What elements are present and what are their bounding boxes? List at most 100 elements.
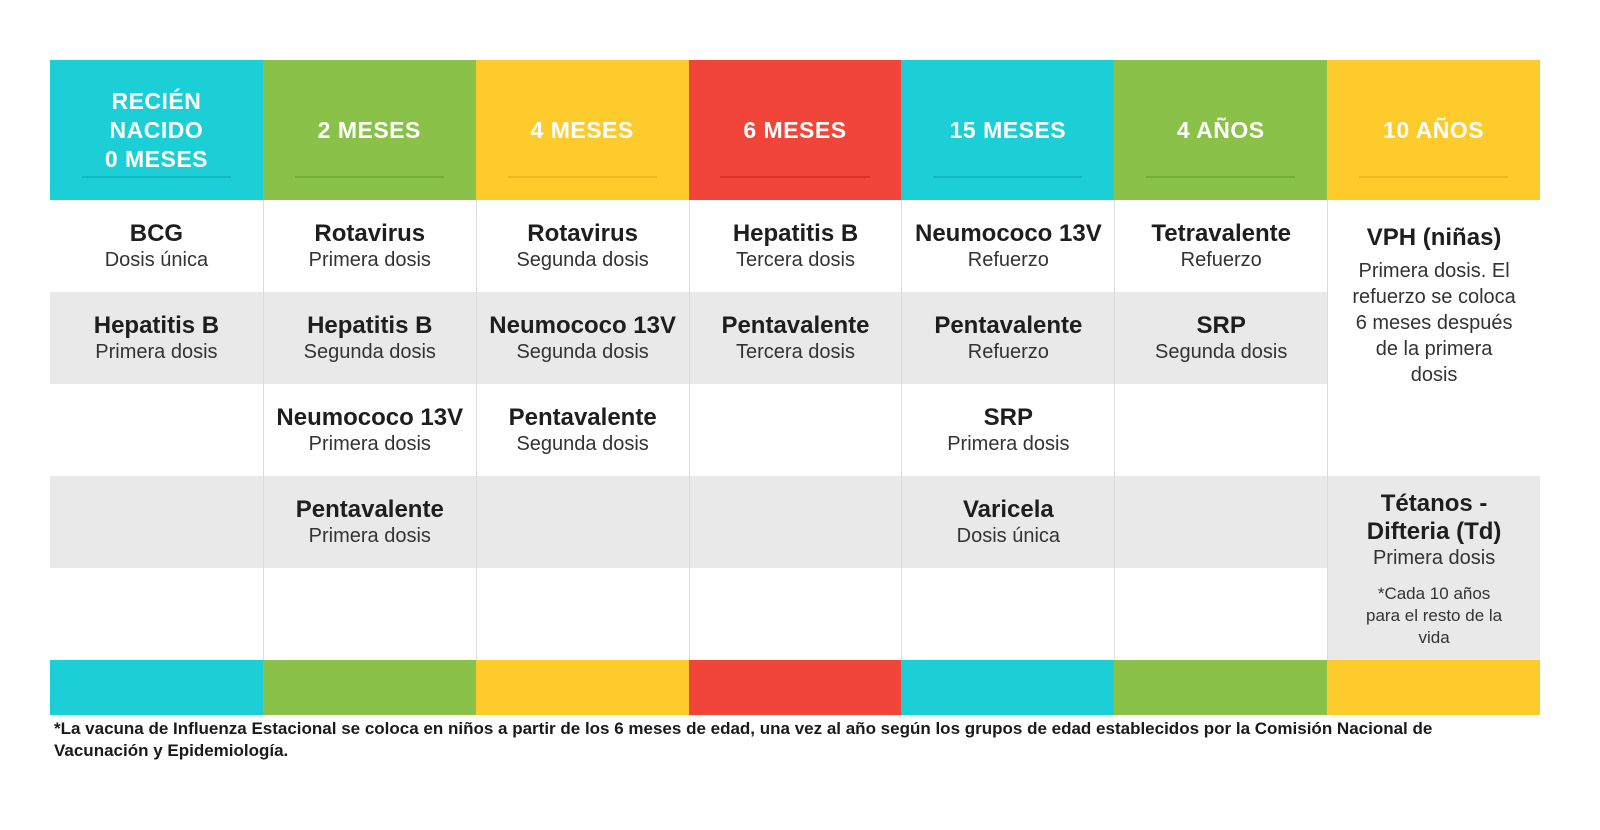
- header-4-years-label: 4 AÑOS: [1176, 116, 1265, 143]
- vaccine-dose: Refuerzo: [967, 340, 1049, 363]
- header-underline: [1359, 176, 1509, 178]
- vaccine-name: Rotavirus: [527, 219, 638, 247]
- vaccine-dose: Segunda dosis: [516, 432, 649, 455]
- vaccine-name: Tétanos - Difteria (Td): [1366, 490, 1502, 545]
- table-cell: Varicela Dosis única: [901, 476, 1115, 568]
- vaccine-name: Pentavalente: [508, 403, 657, 431]
- header-4-years: 4 AÑOS: [1114, 60, 1328, 200]
- vaccine-name: Neumococo 13V: [276, 403, 464, 431]
- vaccine-dose: Tercera dosis: [736, 248, 855, 271]
- header-newborn-label: RECIÉN NACIDO 0 MESES: [105, 87, 208, 174]
- table-cell: [50, 476, 263, 568]
- footer-band: [1114, 660, 1328, 715]
- header-newborn-line-1: RECIÉN: [111, 87, 202, 114]
- table-cell: Pentavalente Primera dosis: [262, 476, 476, 568]
- vaccine-dose: Refuerzo: [1180, 248, 1262, 271]
- table-cell: [688, 476, 902, 568]
- table-cell: BCG Dosis única: [50, 200, 263, 292]
- vaccine-name: Pentavalente: [295, 495, 444, 523]
- header-10-years: 10 AÑOS: [1327, 60, 1540, 200]
- footer-band: [901, 660, 1115, 715]
- vaccine-name: Tetravalente: [1151, 219, 1292, 247]
- header-underline: [720, 176, 870, 178]
- table-cell: SRP Segunda dosis: [1114, 292, 1328, 384]
- vaccine-dose: Segunda dosis: [303, 340, 436, 363]
- vaccine-dose: Dosis única: [104, 248, 209, 271]
- vaccine-dose: Dosis única: [956, 524, 1061, 547]
- vaccine-dose: Primera dosis. El refuerzo se coloca 6 m…: [1352, 260, 1516, 386]
- vaccine-name: VPH (niñas): [1366, 224, 1502, 251]
- vaccine-dose: Primera dosis: [95, 340, 218, 363]
- header-underline: [507, 176, 657, 178]
- vaccine-dose: Segunda dosis: [516, 340, 649, 363]
- header-newborn-line-2: NACIDO: [109, 116, 204, 143]
- table-cell: Hepatitis B Segunda dosis: [262, 292, 476, 384]
- table-cell: [688, 568, 902, 660]
- header-underline: [1146, 176, 1296, 178]
- vaccine-name: Hepatitis B: [93, 311, 220, 339]
- table-cell: [262, 568, 476, 660]
- table-cell: [1114, 568, 1327, 660]
- vph-cell: VPH (niñas) Primera dosis. El refuerzo s…: [1327, 200, 1540, 476]
- table-cell: Pentavalente Segunda dosis: [475, 384, 689, 476]
- table-cell: [50, 568, 263, 660]
- footer-band: [262, 660, 476, 715]
- header-6-months: 6 MESES: [688, 60, 902, 200]
- footer-band: [50, 660, 263, 715]
- table-cell: Neumococo 13V Refuerzo: [901, 200, 1114, 292]
- vaccine-dose: Primera dosis: [1372, 547, 1496, 569]
- vaccine-dose: Segunda dosis: [516, 248, 649, 271]
- header-10-years-label: 10 AÑOS: [1383, 116, 1485, 143]
- vaccine-name: Pentavalente: [721, 311, 870, 339]
- vaccine-name: Neumococo 13V: [489, 311, 676, 339]
- table-cell: Rotavirus Segunda dosis: [475, 200, 689, 292]
- table-cell: [50, 384, 263, 476]
- header-2-months-label: 2 MESES: [317, 116, 421, 143]
- vaccine-dose: Primera dosis: [947, 432, 1070, 455]
- vaccine-name: Hepatitis B: [732, 219, 859, 247]
- vaccine-name: Hepatitis B: [307, 311, 433, 339]
- header-4-months-label: 4 MESES: [530, 116, 634, 143]
- vaccine-dose: Primera dosis: [308, 248, 431, 271]
- footer-band: [475, 660, 689, 715]
- vaccine-name: Rotavirus: [314, 219, 426, 247]
- table-cell: Neumococo 13V Segunda dosis: [475, 292, 689, 384]
- vaccine-dose: Segunda dosis: [1155, 340, 1288, 363]
- influenza-footnote: *La vacuna de Influenza Estacional se co…: [54, 719, 1433, 760]
- td-note: *Cada 10 años para el resto de la vida: [1366, 584, 1503, 647]
- table-cell: Hepatitis B Tercera dosis: [688, 200, 902, 292]
- header-underline: [81, 176, 231, 178]
- vaccine-name: Neumococo 13V: [914, 219, 1102, 247]
- header-4-months: 4 MESES: [475, 60, 689, 200]
- header-newborn-line-3: 0 MESES: [104, 145, 209, 172]
- table-cell: Hepatitis B Primera dosis: [50, 292, 263, 384]
- td-cell: Tétanos - Difteria (Td) Primera dosis *C…: [1327, 476, 1540, 660]
- vaccination-schedule-table: RECIÉN NACIDO 0 MESES 2 MESES 4 MESES 6 …: [50, 60, 1540, 715]
- vaccine-name: Pentavalente: [934, 311, 1083, 339]
- table-cell: Tetravalente Refuerzo: [1114, 200, 1327, 292]
- table-cell: [901, 568, 1114, 660]
- header-6-months-label: 6 MESES: [743, 116, 847, 143]
- table-cell: Pentavalente Tercera dosis: [688, 292, 902, 384]
- table-cell: [688, 384, 902, 476]
- table-cell: Rotavirus Primera dosis: [262, 200, 476, 292]
- vaccine-name: BCG: [129, 219, 184, 247]
- header-2-months: 2 MESES: [262, 60, 476, 200]
- table-cell: [475, 568, 689, 660]
- table-cell: Pentavalente Refuerzo: [901, 292, 1115, 384]
- table-cell: SRP Primera dosis: [901, 384, 1114, 476]
- vaccine-dose: Primera dosis: [308, 432, 431, 455]
- vaccine-dose: Primera dosis: [308, 524, 431, 547]
- table-cell: [475, 476, 689, 568]
- table-cell: [1114, 384, 1327, 476]
- vaccine-name: Varicela: [962, 495, 1054, 523]
- table-cell: [1114, 476, 1328, 568]
- header-15-months-label: 15 MESES: [949, 116, 1067, 143]
- vaccine-dose: Refuerzo: [967, 248, 1049, 271]
- footer-band: [1327, 660, 1540, 715]
- vaccine-name: SRP: [1196, 311, 1246, 339]
- table-cell: Neumococo 13V Primera dosis: [262, 384, 476, 476]
- header-underline: [933, 176, 1083, 178]
- footer-band: [688, 660, 902, 715]
- vaccine-dose: Tercera dosis: [736, 340, 855, 363]
